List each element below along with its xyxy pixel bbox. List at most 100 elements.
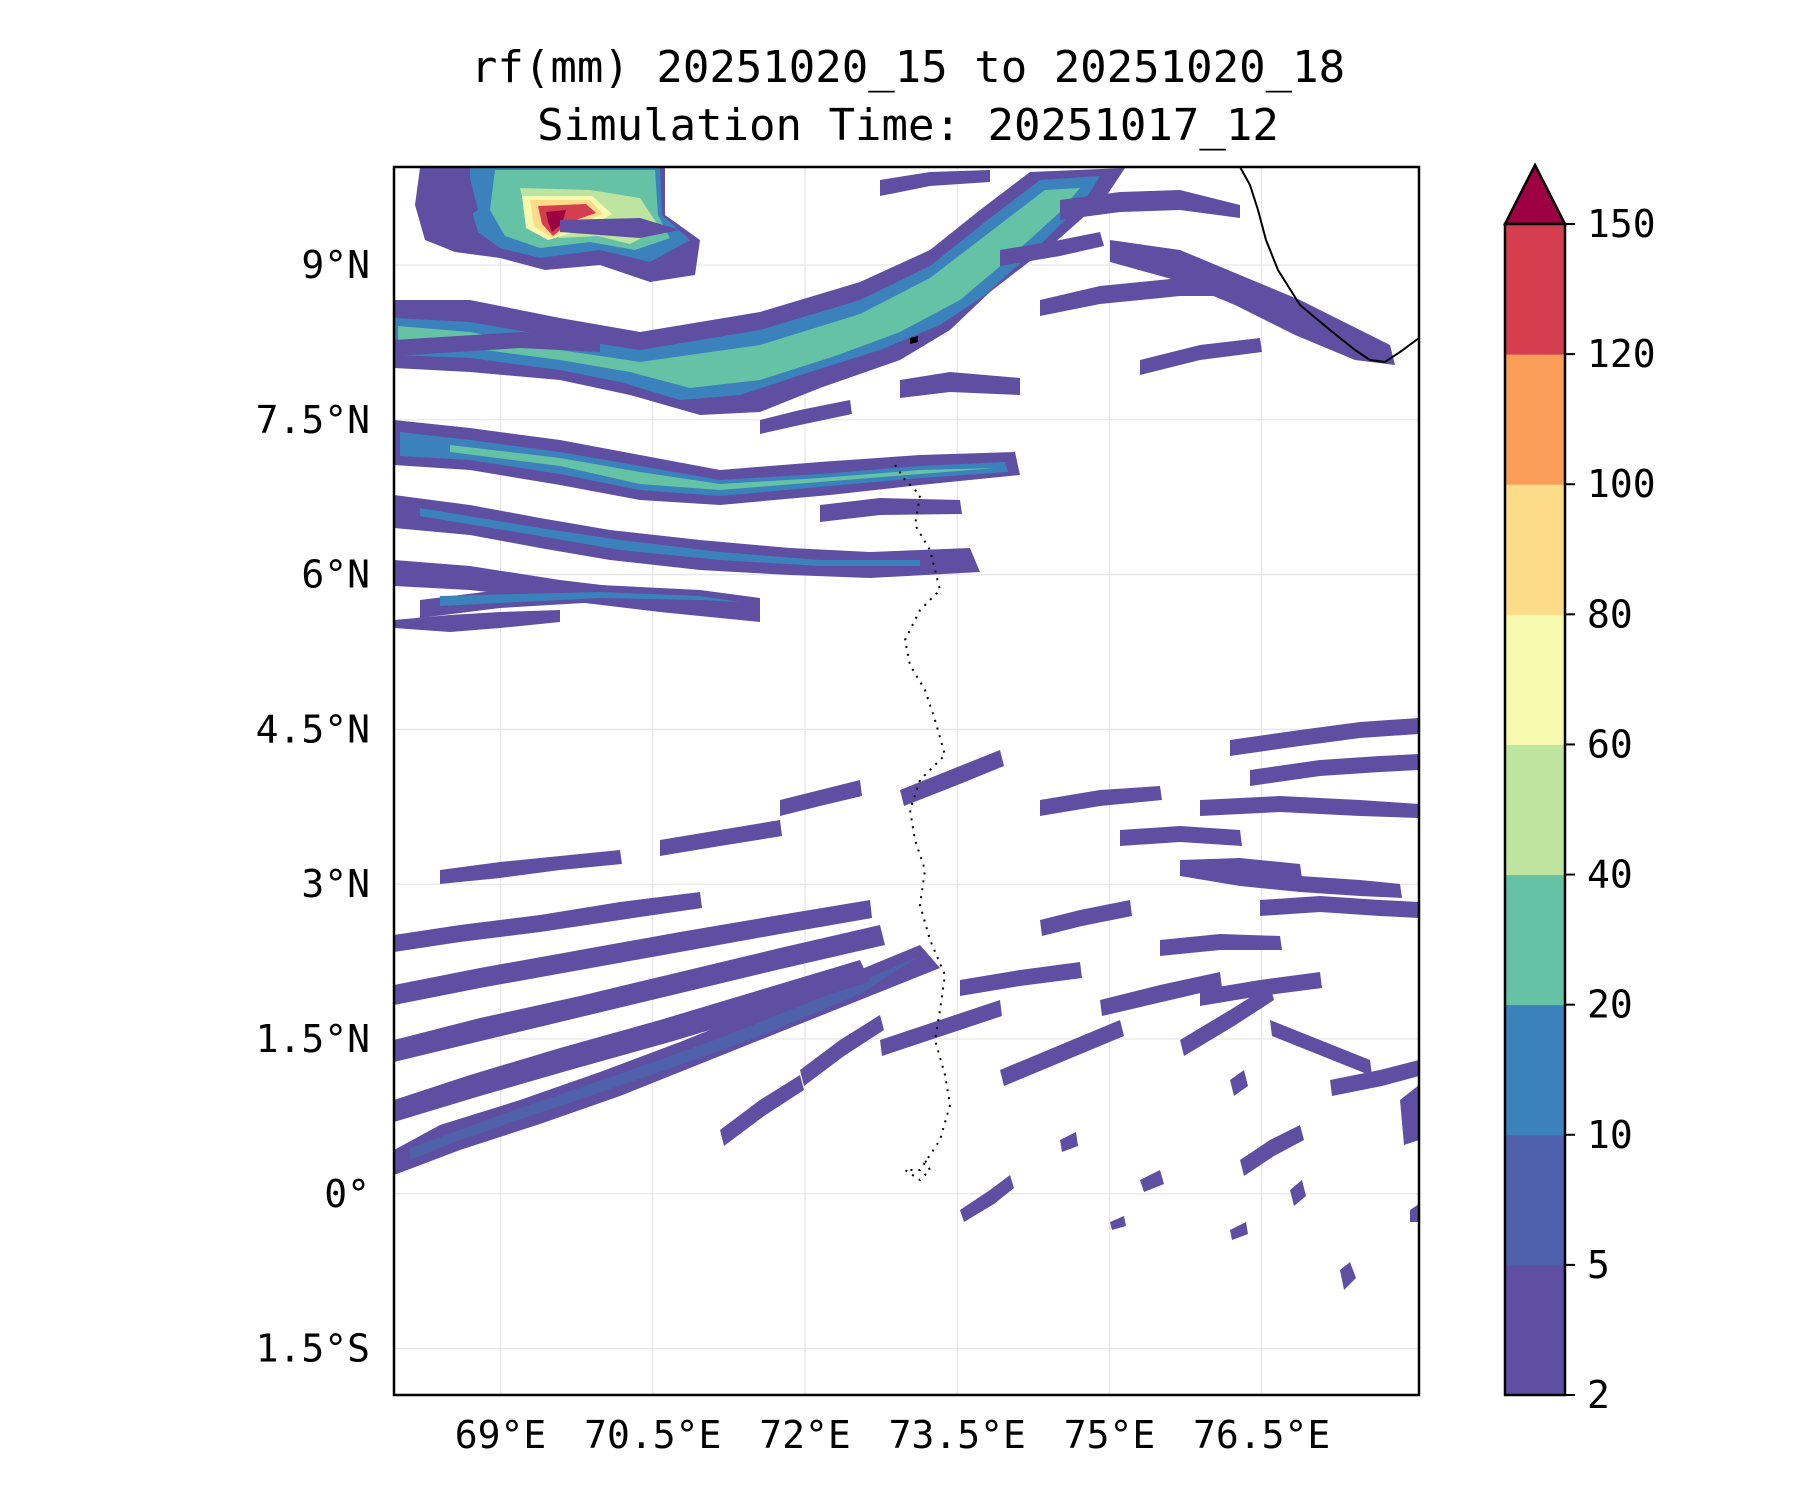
rain-band bbox=[780, 780, 862, 816]
rain-band bbox=[900, 750, 1004, 806]
colorbar-level-label: 60 bbox=[1587, 722, 1633, 766]
india-coastline bbox=[1239, 167, 1419, 364]
colorbar-level-label: 5 bbox=[1587, 1243, 1610, 1287]
rain-band bbox=[410, 956, 920, 1160]
rain-band bbox=[960, 1175, 1014, 1222]
rain-band bbox=[1260, 896, 1419, 918]
colorbar-bin bbox=[1505, 354, 1565, 485]
rain-band bbox=[394, 900, 872, 1005]
rain-band bbox=[450, 445, 995, 490]
colorbar-level-label: 40 bbox=[1587, 853, 1633, 897]
rain-band bbox=[1240, 1125, 1304, 1176]
lon-tick-label: 76.5°E bbox=[1193, 1413, 1330, 1457]
colorbar-bin bbox=[1505, 484, 1565, 615]
rain-band bbox=[960, 962, 1082, 996]
rain-band bbox=[1200, 796, 1419, 818]
colorbar-level-label: 20 bbox=[1587, 983, 1633, 1027]
colorbar: 2 5 10 20 40 60 80 100 120 150 bbox=[1502, 162, 1656, 1417]
rain-bands-south bbox=[394, 718, 1419, 1290]
rain-band bbox=[1100, 972, 1222, 1016]
rain-band bbox=[394, 332, 600, 356]
colorbar-bin bbox=[1505, 874, 1565, 1006]
rain-band bbox=[1140, 1170, 1164, 1192]
rain-band bbox=[1160, 934, 1282, 956]
maldives-atolls bbox=[894, 464, 952, 1182]
map-panel bbox=[392, 165, 1421, 1397]
rain-band bbox=[1230, 1222, 1248, 1240]
colorbar-level-label: 2 bbox=[1587, 1373, 1610, 1417]
rain-band bbox=[1250, 754, 1419, 786]
rain-band bbox=[1040, 900, 1132, 936]
rain-band bbox=[560, 218, 680, 238]
rain-band bbox=[900, 372, 1020, 398]
rain-band bbox=[1230, 1070, 1248, 1096]
colorbar-bin bbox=[1505, 744, 1565, 876]
rain-band bbox=[1120, 826, 1242, 846]
lat-tick-label: 3°N bbox=[301, 862, 370, 906]
lon-tick-label: 70.5°E bbox=[584, 1413, 721, 1457]
colorbar-bands bbox=[1505, 224, 1565, 1396]
colorbar-level-label: 150 bbox=[1587, 202, 1656, 246]
lat-tick-label: 7.5°N bbox=[256, 398, 370, 442]
rain-bands-north bbox=[394, 168, 1395, 632]
rainfall-contours bbox=[394, 167, 1419, 1290]
rain-band bbox=[760, 400, 852, 434]
rain-band bbox=[880, 170, 990, 196]
rain-band bbox=[1180, 985, 1274, 1056]
rain-band bbox=[1110, 1216, 1126, 1230]
lon-tick-label: 75°E bbox=[1064, 1413, 1156, 1457]
rain-core bbox=[546, 210, 566, 232]
rain-band bbox=[1000, 232, 1104, 266]
colorbar-level-label: 10 bbox=[1587, 1113, 1633, 1157]
rain-band bbox=[1060, 1132, 1078, 1152]
rain-band bbox=[420, 175, 478, 225]
minicoy-island bbox=[910, 336, 918, 344]
rain-band bbox=[1200, 972, 1322, 1006]
rain-band bbox=[1040, 786, 1162, 816]
rain-band bbox=[1400, 1085, 1419, 1145]
rain-band bbox=[820, 498, 962, 522]
colorbar-bin bbox=[1505, 1134, 1565, 1266]
rain-band bbox=[394, 925, 885, 1062]
colorbar-level-label: 120 bbox=[1587, 332, 1656, 376]
rain-band bbox=[880, 1000, 1002, 1056]
rain-band bbox=[1230, 718, 1419, 756]
rain-band bbox=[394, 495, 980, 578]
rain-band bbox=[394, 610, 560, 632]
rain-band bbox=[1110, 240, 1395, 365]
lon-tick-label: 73.5°E bbox=[889, 1413, 1026, 1457]
rain-band bbox=[1140, 338, 1262, 375]
coastline bbox=[894, 167, 1419, 1182]
longitude-labels: 69°E 70.5°E 72°E 73.5°E 75°E 76.5°E bbox=[455, 1413, 1331, 1457]
rain-band bbox=[720, 1075, 804, 1146]
rain-band bbox=[1340, 1262, 1356, 1290]
lat-tick-label: 0° bbox=[324, 1172, 370, 1216]
rain-band bbox=[1180, 860, 1402, 898]
colorbar-level-label: 80 bbox=[1587, 592, 1633, 636]
rain-band bbox=[440, 850, 622, 884]
rain-band bbox=[394, 420, 1020, 505]
colorbar-level-label: 100 bbox=[1587, 462, 1656, 506]
rain-band bbox=[800, 1015, 884, 1086]
colorbar-frame bbox=[1503, 222, 1567, 1397]
lat-tick-label: 4.5°N bbox=[256, 707, 370, 751]
rain-band bbox=[1040, 278, 1245, 316]
map-frame bbox=[392, 165, 1421, 1397]
rain-band bbox=[1410, 1204, 1419, 1222]
rain-band bbox=[1000, 1020, 1124, 1086]
title-line-1: rf(mm) 20251020_15 to 20251020_18 bbox=[471, 42, 1345, 93]
rain-band bbox=[1270, 1020, 1372, 1076]
rain-band bbox=[394, 960, 870, 1122]
rain-band bbox=[1330, 1060, 1419, 1096]
lat-tick-label: 1.5°N bbox=[256, 1017, 370, 1061]
colorbar-bin bbox=[1505, 1004, 1565, 1136]
colorbar-bin bbox=[1505, 224, 1565, 355]
rain-band bbox=[440, 592, 740, 606]
colorbar-bin bbox=[1505, 614, 1565, 745]
rain-band bbox=[394, 892, 702, 952]
latitude-labels: 9°N 7.5°N 6°N 4.5°N 3°N 1.5°N 0° 1.5°S bbox=[256, 243, 370, 1371]
lon-tick-label: 69°E bbox=[455, 1413, 547, 1457]
lat-tick-label: 1.5°S bbox=[256, 1327, 370, 1371]
lat-tick-label: 9°N bbox=[301, 243, 370, 287]
